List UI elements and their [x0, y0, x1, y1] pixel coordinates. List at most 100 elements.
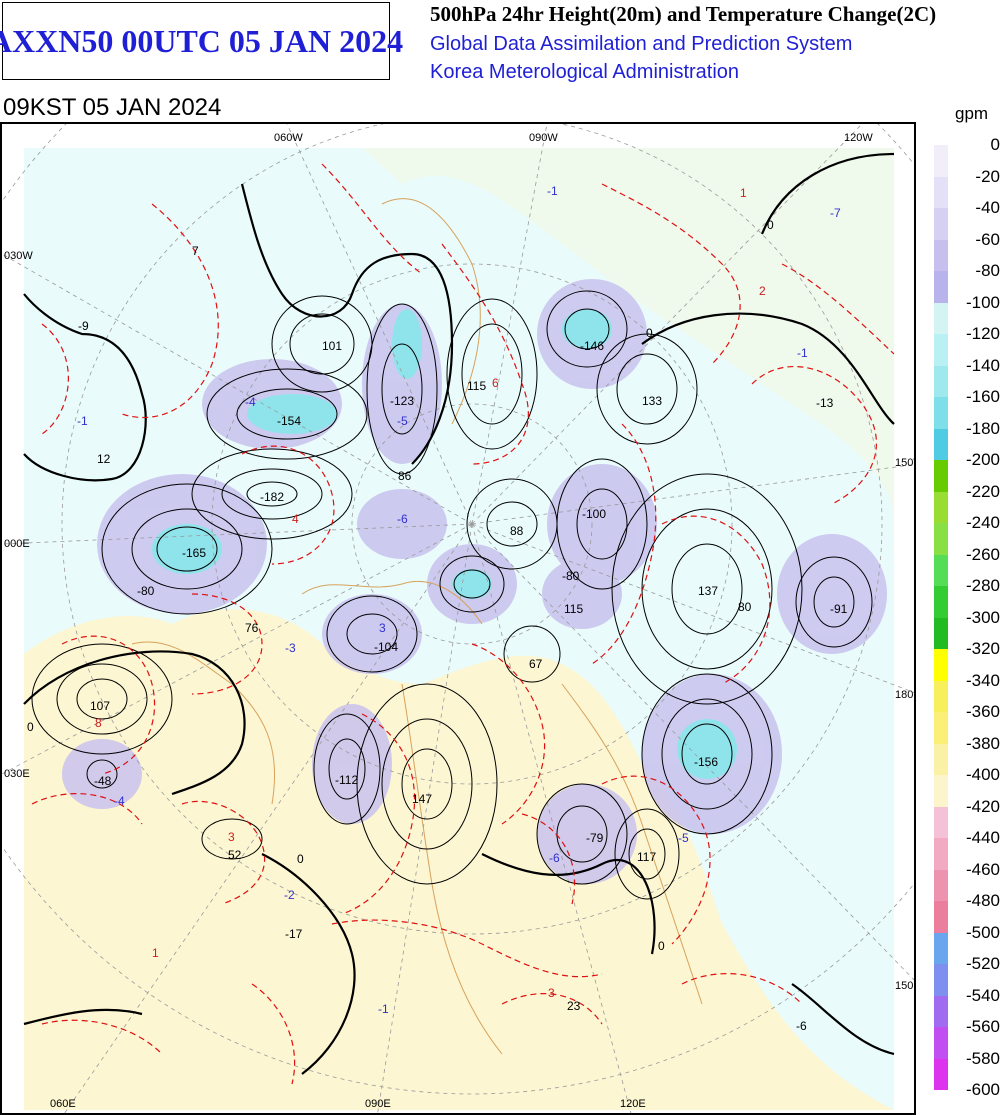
zero-height-contour	[23, 152, 895, 1075]
legend-swatch	[934, 995, 948, 1027]
legend-label: -560	[965, 1017, 1000, 1036]
legend-label: -300	[965, 607, 1000, 627]
height-center-label: -182	[260, 490, 285, 504]
height-center-label: 88	[510, 524, 524, 538]
height-center-label: -91	[830, 602, 848, 616]
legend-swatch	[934, 901, 948, 933]
temperature-center-label: 8	[95, 716, 102, 730]
legend-label: -200	[965, 450, 1000, 469]
height-contours	[31, 290, 873, 900]
height-center-label: -13	[816, 396, 834, 410]
map-canvas	[2, 124, 914, 1113]
height-center-label: -123	[390, 394, 415, 408]
legend-label: -280	[965, 576, 1000, 595]
contour-value-label: -80	[137, 584, 155, 598]
contour-value-label: 0	[27, 720, 34, 734]
product-title: AXXN50 00UTC 05 JAN 2024	[0, 22, 404, 59]
legend-swatch	[934, 397, 948, 429]
legend-label: -260	[965, 544, 1000, 564]
legend-swatch	[934, 964, 948, 996]
legend-label: -480	[965, 891, 1000, 910]
legend-label: 0	[990, 135, 1000, 154]
legend-label: -240	[965, 513, 1000, 532]
temperature-center-label: 4	[292, 512, 299, 526]
height-center-label: -79	[586, 831, 604, 845]
height-center-label: 147	[412, 792, 433, 806]
height-center-label: -165	[182, 546, 207, 560]
chart-description: 500hPa 24hr Height(20m) and Temperature …	[430, 2, 937, 26]
temperature-center-label: -3	[285, 641, 296, 655]
legend-label: -160	[965, 387, 1000, 406]
legend-swatch	[934, 302, 948, 334]
lon-label-090e: 090E	[365, 1098, 391, 1110]
contour-value-label: 0	[297, 852, 304, 866]
legend-swatch	[934, 239, 948, 271]
land-mass-eurasia	[24, 609, 894, 1110]
height-center-label: 7	[192, 244, 199, 258]
legend-label: -20	[975, 166, 1000, 186]
legend-swatch	[934, 680, 948, 712]
contour-value-label: 0	[767, 218, 774, 232]
legend-swatch	[934, 932, 948, 964]
height-center-label: 117	[637, 850, 657, 864]
lon-label-150w: 150W	[895, 457, 914, 469]
legend-swatch	[934, 838, 948, 870]
height-center-label: 101	[322, 339, 343, 353]
polar-stereographic-map: 060W 090W 120W 060E 090E 120E 030W 000E …	[0, 122, 916, 1115]
legend-swatch	[934, 334, 948, 366]
temperature-center-label: -5	[397, 414, 408, 428]
lon-label-090w: 090W	[529, 132, 558, 144]
height-center-label: 23	[567, 999, 581, 1013]
legend-label: -520	[965, 954, 1000, 973]
temperature-center-label: -6	[397, 512, 408, 526]
contour-value-label: -80	[562, 569, 580, 583]
legend-label: -380	[965, 733, 1000, 753]
land-mass-north-america	[362, 148, 894, 524]
legend-swatch	[934, 460, 948, 492]
height-center-label: 115	[467, 379, 487, 393]
lon-label-030e: 030E	[4, 768, 30, 780]
lon-label-000e: 000E	[4, 538, 30, 550]
legend-label: -360	[965, 702, 1000, 721]
legend-swatch	[934, 649, 948, 681]
temperature-center-label: 2	[759, 284, 766, 298]
lon-label-180e: 180E	[895, 689, 914, 701]
temperature-center-label: -1	[547, 184, 558, 198]
legend-label: -220	[965, 481, 1000, 501]
temperature-center-label: 3	[228, 830, 235, 844]
temperature-center-label: 1	[152, 946, 159, 960]
legend-swatch	[934, 586, 948, 618]
model-name: Global Data Assimilation and Prediction …	[430, 33, 853, 55]
height-center-label: -146	[580, 339, 605, 353]
legend-label: -60	[975, 229, 1000, 249]
height-center-label: 133	[642, 394, 663, 408]
temperature-center-label: -1	[378, 1002, 389, 1016]
legend-swatch	[934, 869, 948, 901]
height-center-label: 137	[698, 584, 719, 598]
temperature-center-label: 3	[548, 986, 555, 1000]
contour-value-label: 0	[658, 939, 665, 953]
temperature-center-label: -1	[77, 414, 88, 428]
legend-label: -80	[975, 261, 1000, 280]
height-center-label: -156	[694, 755, 719, 769]
temperature-center-label: -6	[549, 851, 560, 865]
temperature-center-label: 1	[740, 186, 747, 200]
temperature-contours	[31, 163, 895, 1085]
height-center-label: -17	[285, 927, 303, 941]
height-center-label: 67	[529, 657, 543, 671]
temperature-center-label: -2	[284, 888, 295, 902]
legend-swatch	[934, 428, 948, 460]
temperature-center-label: 6	[492, 376, 499, 390]
legend-swatch	[934, 1027, 948, 1059]
legend-label: -40	[975, 198, 1000, 217]
height-center-label: -100	[582, 507, 607, 521]
legend-swatch	[934, 271, 948, 303]
legend-swatch	[934, 176, 948, 208]
lon-label-030w: 030W	[4, 250, 33, 262]
legend-label: -120	[965, 324, 1000, 343]
contour-value-label: 80	[738, 600, 752, 614]
temperature-center-label: -4	[114, 794, 125, 808]
legend-unit: gpm	[955, 104, 989, 123]
height-center-label: 76	[245, 621, 259, 635]
legend-swatch	[934, 1058, 948, 1090]
